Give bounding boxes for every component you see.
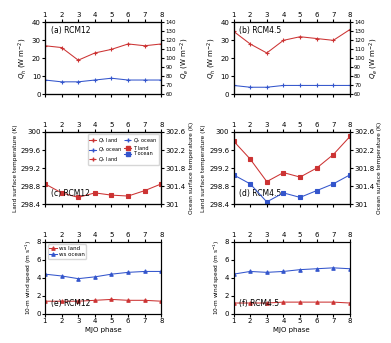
Text: (e) RCM12: (e) RCM12	[51, 299, 90, 308]
ws ocean	[298, 268, 302, 272]
ws land	[348, 301, 352, 305]
Y-axis label: Land surface temperature (K): Land surface temperature (K)	[201, 124, 206, 212]
ws ocean	[281, 269, 286, 273]
ws land	[93, 298, 97, 303]
ws land	[248, 301, 253, 305]
ws ocean	[109, 272, 114, 276]
Line: ws ocean: ws ocean	[43, 270, 163, 280]
Line: ws land: ws land	[43, 298, 163, 303]
ws ocean	[93, 275, 97, 279]
Y-axis label: $Q_e$ (W m$^{-2}$): $Q_e$ (W m$^{-2}$)	[179, 38, 191, 79]
ws ocean	[264, 270, 269, 274]
Y-axis label: 10-m wind speed (m s$^{-1}$): 10-m wind speed (m s$^{-1}$)	[212, 240, 222, 316]
Y-axis label: Ocean surface temperature (K): Ocean surface temperature (K)	[377, 122, 382, 214]
ws land	[76, 299, 81, 303]
Legend: ws land, ws ocean: ws land, ws ocean	[48, 245, 86, 259]
Y-axis label: 10-m wind speed (m s$^{-1}$): 10-m wind speed (m s$^{-1}$)	[23, 240, 34, 316]
Text: (a) RCM12: (a) RCM12	[51, 26, 90, 35]
ws ocean	[142, 269, 147, 273]
ws land	[264, 301, 269, 305]
ws land	[314, 300, 319, 304]
ws land	[43, 299, 47, 303]
ws land	[281, 300, 286, 304]
X-axis label: MJO phase: MJO phase	[85, 327, 122, 333]
ws ocean	[314, 267, 319, 271]
Y-axis label: Ocean surface temperature (K): Ocean surface temperature (K)	[188, 122, 194, 214]
Legend: $Q_h$ land, $Q_h$ ocean, $Q_e$ land, $Q_e$ ocean, T land, T ocean: $Q_h$ land, $Q_h$ ocean, $Q_e$ land, $Q_…	[88, 134, 159, 165]
Text: (c) RCM12: (c) RCM12	[51, 189, 90, 198]
Line: ws ocean: ws ocean	[232, 266, 352, 276]
ws ocean	[348, 267, 352, 271]
ws ocean	[159, 269, 164, 273]
ws ocean	[231, 272, 236, 276]
ws ocean	[126, 270, 131, 274]
X-axis label: MJO phase: MJO phase	[273, 327, 310, 333]
ws land	[59, 299, 64, 303]
ws land	[331, 300, 335, 304]
ws land	[159, 299, 164, 303]
ws land	[126, 298, 131, 303]
ws land	[298, 300, 302, 304]
ws ocean	[331, 266, 335, 270]
ws ocean	[59, 274, 64, 278]
Y-axis label: $Q_e$ (W m$^{-2}$): $Q_e$ (W m$^{-2}$)	[368, 38, 380, 79]
ws ocean	[248, 269, 253, 273]
Text: (b) RCM4.5: (b) RCM4.5	[239, 26, 282, 35]
Y-axis label: $Q_h$ (W m$^{-2}$): $Q_h$ (W m$^{-2}$)	[205, 38, 218, 79]
Y-axis label: Land surface temperature (K): Land surface temperature (K)	[13, 124, 18, 212]
Y-axis label: $Q_h$ (W m$^{-2}$): $Q_h$ (W m$^{-2}$)	[17, 38, 29, 79]
Text: (d) RCM4.5: (d) RCM4.5	[239, 189, 282, 198]
ws ocean	[43, 272, 47, 276]
ws ocean	[76, 276, 81, 281]
Line: ws land: ws land	[232, 300, 352, 305]
ws land	[109, 297, 114, 301]
ws land	[142, 298, 147, 303]
Text: (f) RCM4.5: (f) RCM4.5	[239, 299, 280, 308]
ws land	[231, 301, 236, 305]
